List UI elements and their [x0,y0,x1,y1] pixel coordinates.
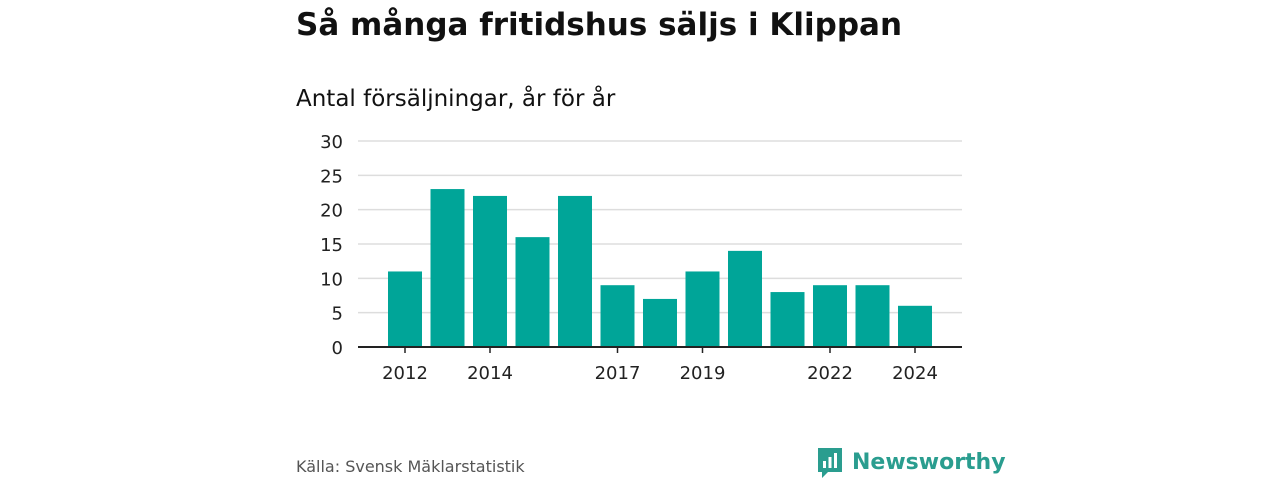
x-tick-label: 2014 [467,363,513,384]
bar-2014 [473,195,507,347]
source-note: Källa: Svensk Mäklarstatistik [296,457,525,476]
bar-2021 [770,292,805,347]
x-tick-label: 2024 [892,363,938,384]
brand: Newsworthy [816,446,1006,480]
bar-2015 [515,237,550,347]
bar-2024 [898,305,932,347]
y-tick-label: 25 [320,166,343,187]
bar-2020 [728,250,762,347]
y-tick-label: 10 [320,269,343,290]
x-axis-tick-labels: 2012 2014 2017 2019 2022 2024 [382,347,938,384]
y-tick-label: 5 [332,304,343,325]
bar-2023 [855,285,890,347]
y-tick-label: 0 [332,338,343,359]
x-tick-label: 2017 [595,363,641,384]
bar-2017 [600,285,635,347]
y-tick-label: 20 [320,201,343,222]
bar-chart: 0 5 10 15 20 25 30 2012 2014 2017 2019 2022 2024 [320,132,962,384]
y-tick-label: 15 [320,235,343,256]
brand-name: Newsworthy [852,450,1006,475]
bar-2013 [430,189,465,347]
newsworthy-logo-icon [818,448,842,478]
y-axis-tick-labels: 0 5 10 15 20 25 30 [320,132,343,359]
bar-2012 [388,271,422,347]
chart-title: Så många fritidshus säljs i Klippan [296,7,903,43]
bars [388,189,932,347]
bar-2018 [643,298,677,347]
bar-2022 [813,285,847,347]
x-tick-label: 2019 [680,363,726,384]
y-tick-label: 30 [320,132,343,153]
x-tick-label: 2012 [382,363,428,384]
bar-2019 [685,271,720,347]
x-tick-label: 2022 [807,363,853,384]
bar-2016 [558,195,592,347]
chart-subtitle: Antal försäljningar, år för år [296,86,616,112]
